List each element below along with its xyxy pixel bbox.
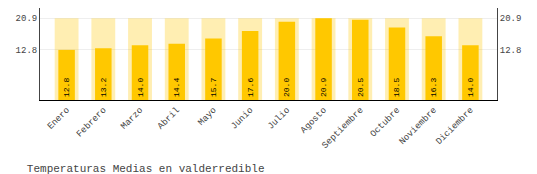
svg-text:Agosto: Agosto xyxy=(299,106,329,136)
svg-text:15.7: 15.7 xyxy=(209,78,218,97)
svg-text:Mayo: Mayo xyxy=(196,106,218,128)
svg-text:20.9: 20.9 xyxy=(319,78,328,97)
svg-text:20.9: 20.9 xyxy=(16,14,38,24)
svg-text:14.0: 14.0 xyxy=(466,78,475,97)
svg-text:Noviembre: Noviembre xyxy=(398,106,439,147)
svg-text:Febrero: Febrero xyxy=(75,106,109,140)
svg-text:Temperaturas Medias en valderr: Temperaturas Medias en valderredible xyxy=(27,163,265,174)
svg-text:Abril: Abril xyxy=(156,106,182,132)
svg-text:13.2: 13.2 xyxy=(99,78,108,97)
svg-text:18.5: 18.5 xyxy=(392,78,401,97)
svg-text:Octubre: Octubre xyxy=(368,106,402,140)
svg-text:16.3: 16.3 xyxy=(429,78,438,97)
svg-text:Diciembre: Diciembre xyxy=(434,106,475,147)
svg-text:Junio: Junio xyxy=(229,106,255,132)
svg-text:20.9: 20.9 xyxy=(500,14,522,24)
svg-text:20.0: 20.0 xyxy=(282,78,291,97)
svg-text:Marzo: Marzo xyxy=(119,106,145,132)
svg-text:12.8: 12.8 xyxy=(500,46,522,56)
svg-text:14.0: 14.0 xyxy=(136,78,145,97)
svg-text:20.5: 20.5 xyxy=(356,78,365,97)
svg-text:12.8: 12.8 xyxy=(16,46,38,56)
svg-text:17.6: 17.6 xyxy=(246,78,255,97)
svg-text:Enero: Enero xyxy=(46,106,72,132)
svg-text:Septiembre: Septiembre xyxy=(320,106,365,151)
svg-text:12.8: 12.8 xyxy=(62,78,71,97)
svg-text:14.4: 14.4 xyxy=(172,78,181,97)
svg-text:Julio: Julio xyxy=(266,106,292,132)
